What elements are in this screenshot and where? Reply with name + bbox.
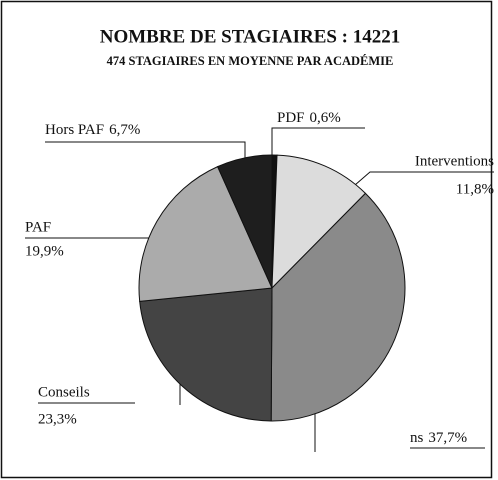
- slice-value-label: 19,9%: [25, 243, 64, 259]
- pie-slice: [139, 287, 273, 422]
- slice-label: PDF: [277, 110, 305, 126]
- slice-label-group: ns 37,7%: [410, 430, 467, 446]
- slice-value-label: 23,3%: [38, 411, 77, 427]
- slice-label-group: Hors PAF 6,7%: [45, 122, 140, 138]
- slice-label-group: PDF 0,6%: [277, 110, 341, 126]
- pie-slice: [138, 165, 273, 302]
- pie: [138, 154, 406, 422]
- slice-label: Interventions: [415, 153, 494, 169]
- slice-label: Conseils: [38, 384, 90, 400]
- labels: PDF 0,6% Interventions 11,8% ns 37,7% Conseils…: [25, 110, 494, 446]
- slice-label: Hors PAF: [45, 122, 104, 138]
- chart-subtitle: 474 STAGIAIRES EN MOYENNE PAR ACADÉMIE: [107, 54, 394, 68]
- pie-slice: [216, 154, 273, 289]
- slice-value-label: 37,7%: [428, 430, 467, 446]
- slice-value-label: 0,6%: [310, 110, 341, 126]
- chart-title: NOMBRE DE STAGIAIRES : 14221: [100, 26, 401, 47]
- slice-value-label: 6,7%: [109, 122, 140, 138]
- pie-slice: [271, 154, 367, 290]
- slice-label: ns: [410, 430, 424, 446]
- slice-label: PAF: [25, 219, 51, 235]
- slice-value-label: 11,8%: [456, 181, 494, 197]
- pie-slice: [270, 192, 406, 422]
